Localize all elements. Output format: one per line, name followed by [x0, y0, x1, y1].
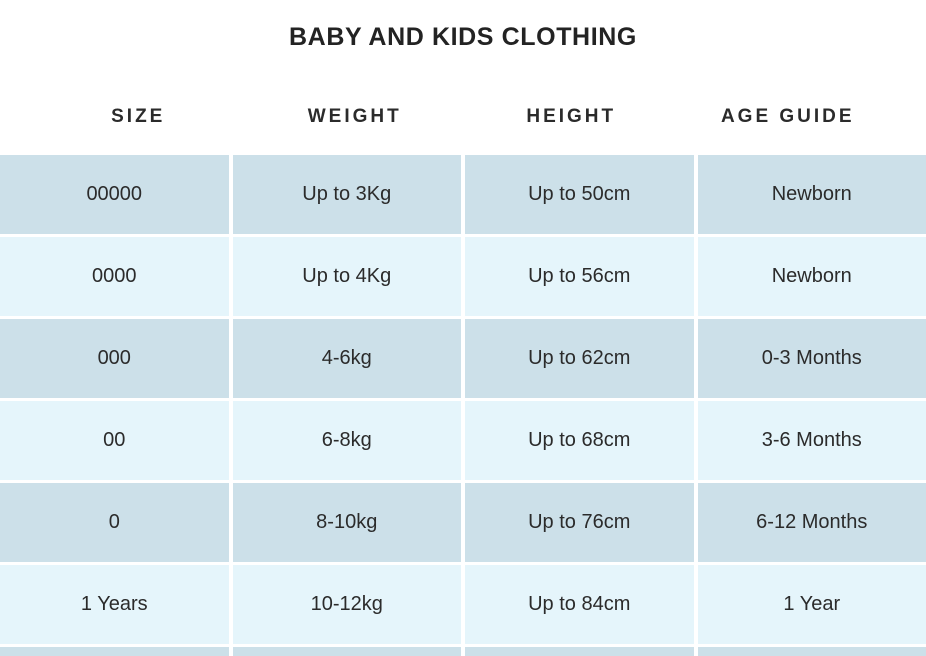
table-cell: 00 — [0, 401, 229, 480]
table-row: 1 Years 10-12kg Up to 84cm 1 Year — [0, 565, 926, 644]
table-row: 00000 Up to 3Kg Up to 50cm Newborn — [0, 155, 926, 234]
table-cell: Newborn — [697, 155, 926, 234]
table-cell: Up to 68cm — [465, 401, 694, 480]
table-cell: Up to 50cm — [465, 155, 694, 234]
table-cell: 10-12kg — [232, 565, 461, 644]
column-header: SIZE — [111, 106, 166, 127]
column-header: WEIGHT — [307, 106, 402, 127]
table-cell: 0 — [0, 483, 229, 562]
table-cell: 1 Years — [0, 565, 229, 644]
table-cell: Up to 84cm — [465, 565, 694, 644]
table-cell — [697, 647, 926, 656]
table-row: 0000 Up to 4Kg Up to 56cm Newborn — [0, 237, 926, 316]
table-cell: Up to 56cm — [465, 237, 694, 316]
table-cell — [0, 647, 229, 656]
table-cell: 1 Year — [697, 565, 926, 644]
page-title: BABY AND KIDS CLOTHING — [289, 23, 637, 51]
table-cell: 3-6 Months — [697, 401, 926, 480]
table-cell: 6-12 Months — [697, 483, 926, 562]
table-row: 00 6-8kg Up to 68cm 3-6 Months — [0, 401, 926, 480]
table-cell: 6-8kg — [232, 401, 461, 480]
column-header: AGE GUIDE — [720, 106, 855, 127]
table-row — [0, 647, 926, 656]
table-cell: Up to 62cm — [465, 319, 694, 398]
table-row: 0 8-10kg Up to 76cm 6-12 Months — [0, 483, 926, 562]
table-cell: 0000 — [0, 237, 229, 316]
table-cell: 000 — [0, 319, 229, 398]
table-cell: 0-3 Months — [697, 319, 926, 398]
table-cell: Up to 3Kg — [232, 155, 461, 234]
table-cell: Newborn — [697, 237, 926, 316]
table-cell: 4-6kg — [232, 319, 461, 398]
table-cell — [232, 647, 461, 656]
table-header-row: SIZE WEIGHT HEIGHT AGE GUIDE — [32, 105, 894, 128]
table-row: 000 4-6kg Up to 62cm 0-3 Months — [0, 319, 926, 398]
table-cell: Up to 4Kg — [232, 237, 461, 316]
table-cell: 00000 — [0, 155, 229, 234]
table-cell — [465, 647, 694, 656]
table-cell: Up to 76cm — [465, 483, 694, 562]
column-header: HEIGHT — [526, 106, 617, 127]
size-table: 00000 Up to 3Kg Up to 50cm Newborn 0000 Up to… — [0, 155, 926, 656]
table-cell: 8-10kg — [232, 483, 461, 562]
